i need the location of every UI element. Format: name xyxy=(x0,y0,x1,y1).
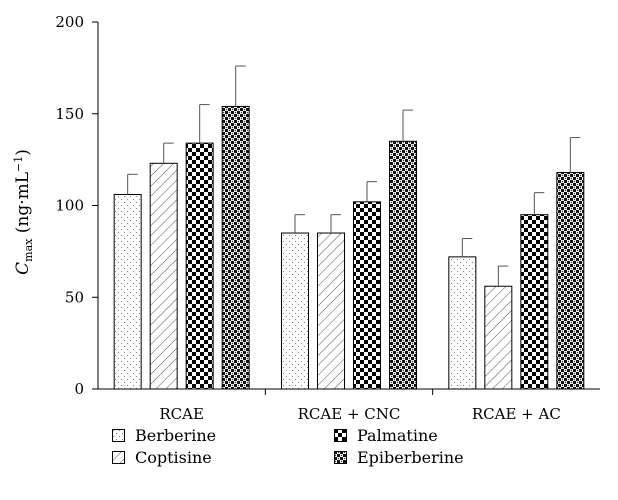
legend: Berberine Coptisine Palmatine Epiberberi… xyxy=(112,426,552,500)
bar-epiberberine-rcae xyxy=(221,105,250,390)
y-tick-label-150: 150 xyxy=(55,105,84,123)
legend-label-palmatine: Palmatine xyxy=(357,426,438,445)
bar-epiberberine-rcae-cnc xyxy=(389,140,417,390)
y-axis-label-unit: (ng·mL xyxy=(13,172,33,239)
y-tick-label-50: 50 xyxy=(65,288,84,306)
legend-swatch-epiberberine xyxy=(334,451,347,464)
bar-palmatine-rcae-cnc xyxy=(353,201,381,390)
y-tick-label-200: 200 xyxy=(55,13,84,31)
y-tick-label-100: 100 xyxy=(55,197,84,215)
x-tick-label-rcae: RCAE xyxy=(159,405,204,420)
bar-berberine-rcae xyxy=(113,193,142,390)
bar-coptisine-rcae xyxy=(149,162,178,390)
y-axis-label-close: ) xyxy=(13,149,33,156)
legend-item-palmatine: Palmatine xyxy=(334,426,438,445)
bar-epiberberine-rcae-ac xyxy=(556,171,585,390)
plot-area: 0 50 100 150 200 RCAE RCAE + CNC RCAE + AC xyxy=(55,13,600,420)
legend-item-coptisine: Coptisine xyxy=(112,448,212,467)
y-axis-label: Cmax (ng·mL−1) xyxy=(12,149,35,275)
legend-swatch-berberine xyxy=(112,429,125,442)
bar-berberine-rcae-cnc xyxy=(281,232,309,390)
bar-palmatine-rcae xyxy=(185,142,214,390)
y-axis-label-main: C xyxy=(13,262,33,275)
x-tick-label-rcae-cnc: RCAE + CNC xyxy=(298,405,401,420)
bar-chart: Cmax (ng·mL−1) 0 50 100 150 200 RCAE RCAE + CN… xyxy=(12,13,600,420)
bar-berberine-rcae-ac xyxy=(448,256,477,390)
legend-label-berberine: Berberine xyxy=(135,426,217,445)
bar-palmatine-rcae-ac xyxy=(520,214,549,390)
y-axis-label-sup: −1 xyxy=(12,156,25,172)
legend-item-epiberberine: Epiberberine xyxy=(334,448,464,467)
bar-coptisine-rcae-ac xyxy=(484,285,513,390)
x-tick-label-rcae-ac: RCAE + AC xyxy=(472,405,561,420)
legend-swatch-palmatine xyxy=(334,429,347,442)
bar-coptisine-rcae-cnc xyxy=(317,232,345,390)
y-axis-label-sub: max xyxy=(22,238,35,262)
legend-swatch-coptisine xyxy=(112,451,125,464)
legend-label-coptisine: Coptisine xyxy=(135,448,212,467)
legend-label-epiberberine: Epiberberine xyxy=(357,448,464,467)
legend-item-berberine: Berberine xyxy=(112,426,216,445)
y-tick-label-0: 0 xyxy=(74,380,84,398)
